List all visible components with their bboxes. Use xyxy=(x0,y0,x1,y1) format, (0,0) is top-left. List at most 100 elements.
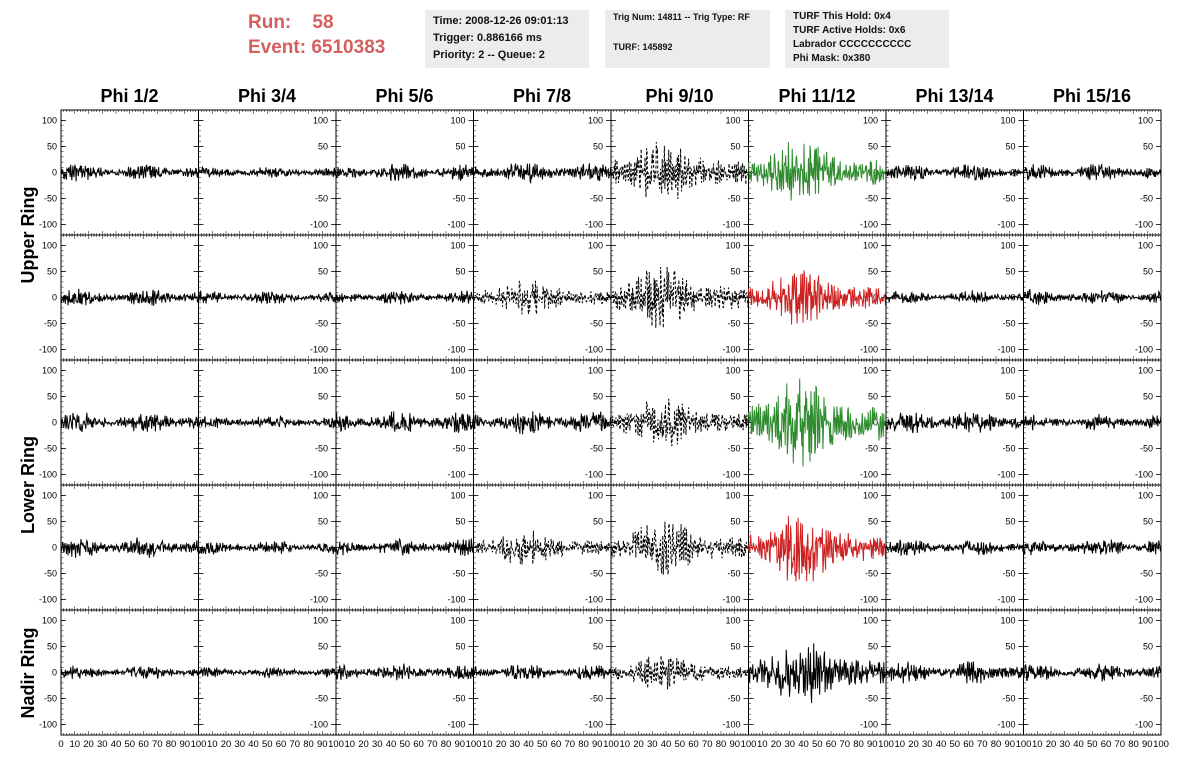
labrador-line: Labrador CCCCCCCCCC xyxy=(793,39,912,50)
waveform-trace xyxy=(198,166,337,178)
y-tick-label: -100 xyxy=(39,345,57,355)
y-tick-label: 100 xyxy=(863,490,878,500)
turf-active-holds-line: TURF Active Holds: 0x6 xyxy=(793,25,906,36)
y-tick-label: -100 xyxy=(585,345,603,355)
y-tick-label: -100 xyxy=(860,470,878,480)
y-tick-label: -100 xyxy=(1135,345,1153,355)
y-tick-label: -50 xyxy=(452,194,465,204)
y-tick-label: 100 xyxy=(725,490,740,500)
waveform-trace xyxy=(610,141,749,199)
y-tick-label: -100 xyxy=(39,470,57,480)
y-tick-label: 50 xyxy=(455,516,465,526)
y-tick-label: -50 xyxy=(44,319,57,329)
y-tick-label: 50 xyxy=(730,516,740,526)
y-tick-label: 0 xyxy=(598,293,603,303)
priority-line: Priority: 2 -- Queue: 2 xyxy=(433,49,545,61)
y-tick-label: 50 xyxy=(318,391,328,401)
y-tick-label: 100 xyxy=(1000,365,1015,375)
y-tick-label: 50 xyxy=(868,141,878,151)
y-tick-label: 0 xyxy=(460,668,465,678)
waveform-trace xyxy=(610,266,749,329)
y-tick-label: -100 xyxy=(447,470,465,480)
y-tick-label: 50 xyxy=(455,641,465,651)
y-tick-label: 50 xyxy=(1143,391,1153,401)
y-tick-label: -50 xyxy=(315,319,328,329)
y-tick-label: 100 xyxy=(863,365,878,375)
phi-column-label: Phi 7/8 xyxy=(512,86,572,106)
phi-column-label: Phi 11/12 xyxy=(778,86,856,106)
waveform-trace xyxy=(885,412,1024,434)
y-tick-label: 0 xyxy=(735,293,740,303)
y-tick-label: -50 xyxy=(1002,444,1015,454)
waveform-trace xyxy=(335,663,474,681)
y-tick-label: 50 xyxy=(1005,516,1015,526)
y-tick-label: 0 xyxy=(52,168,57,178)
y-tick-label: -50 xyxy=(315,444,328,454)
y-tick-label: 0 xyxy=(1010,418,1015,428)
y-tick-label: -100 xyxy=(997,470,1015,480)
waveform-trace xyxy=(60,537,199,558)
y-tick-label: 50 xyxy=(318,266,328,276)
y-tick-label: -50 xyxy=(452,694,465,704)
waveform-trace xyxy=(335,537,474,557)
event-label: Event: xyxy=(248,37,307,58)
waveform-trace xyxy=(335,411,474,433)
y-tick-label: -50 xyxy=(865,319,878,329)
y-tick-label: 0 xyxy=(52,543,57,553)
waveform-trace xyxy=(610,521,749,575)
waveform-trace xyxy=(198,290,337,305)
phi-column-label: Phi 15/16 xyxy=(1052,86,1132,106)
waveform-trace xyxy=(748,378,887,467)
y-tick-label: 0 xyxy=(873,168,878,178)
y-tick-label: 100 xyxy=(313,615,328,625)
phi-column-label: Phi 1/2 xyxy=(100,86,159,106)
y-tick-label: 50 xyxy=(318,516,328,526)
y-tick-label: -100 xyxy=(722,595,740,605)
y-tick-label: 50 xyxy=(47,266,57,276)
y-tick-label: -50 xyxy=(452,569,465,579)
y-tick-label: -100 xyxy=(722,345,740,355)
y-tick-label: 0 xyxy=(735,543,740,553)
waveform-trace xyxy=(335,163,474,181)
y-tick-label: 50 xyxy=(47,516,57,526)
y-tick-label: 100 xyxy=(1138,115,1153,125)
phi-column-label: Phi 9/10 xyxy=(645,86,714,106)
y-tick-label: 0 xyxy=(735,418,740,428)
y-tick-label: 50 xyxy=(1143,141,1153,151)
y-tick-label: 50 xyxy=(455,266,465,276)
waveform-trace xyxy=(1023,163,1162,181)
trig-num-line: Trig Num: 14811 -- Trig Type: RF xyxy=(613,12,750,22)
y-tick-label: 50 xyxy=(47,141,57,151)
run-label: Run: xyxy=(248,12,292,33)
waveform-trace xyxy=(885,164,1024,182)
y-tick-label: -100 xyxy=(585,220,603,230)
waveform-trace xyxy=(198,667,337,679)
y-tick-label: -50 xyxy=(1002,194,1015,204)
y-tick-label: 100 xyxy=(450,115,465,125)
y-tick-label: -50 xyxy=(44,569,57,579)
y-tick-label: -100 xyxy=(447,345,465,355)
y-tick-label: 100 xyxy=(42,365,57,375)
y-tick-label: -100 xyxy=(310,470,328,480)
y-tick-label: 100 xyxy=(313,490,328,500)
y-tick-label: -100 xyxy=(39,220,57,230)
y-tick-label: -100 xyxy=(447,720,465,730)
waveform-trace xyxy=(198,415,337,429)
y-tick-label: -50 xyxy=(727,569,740,579)
